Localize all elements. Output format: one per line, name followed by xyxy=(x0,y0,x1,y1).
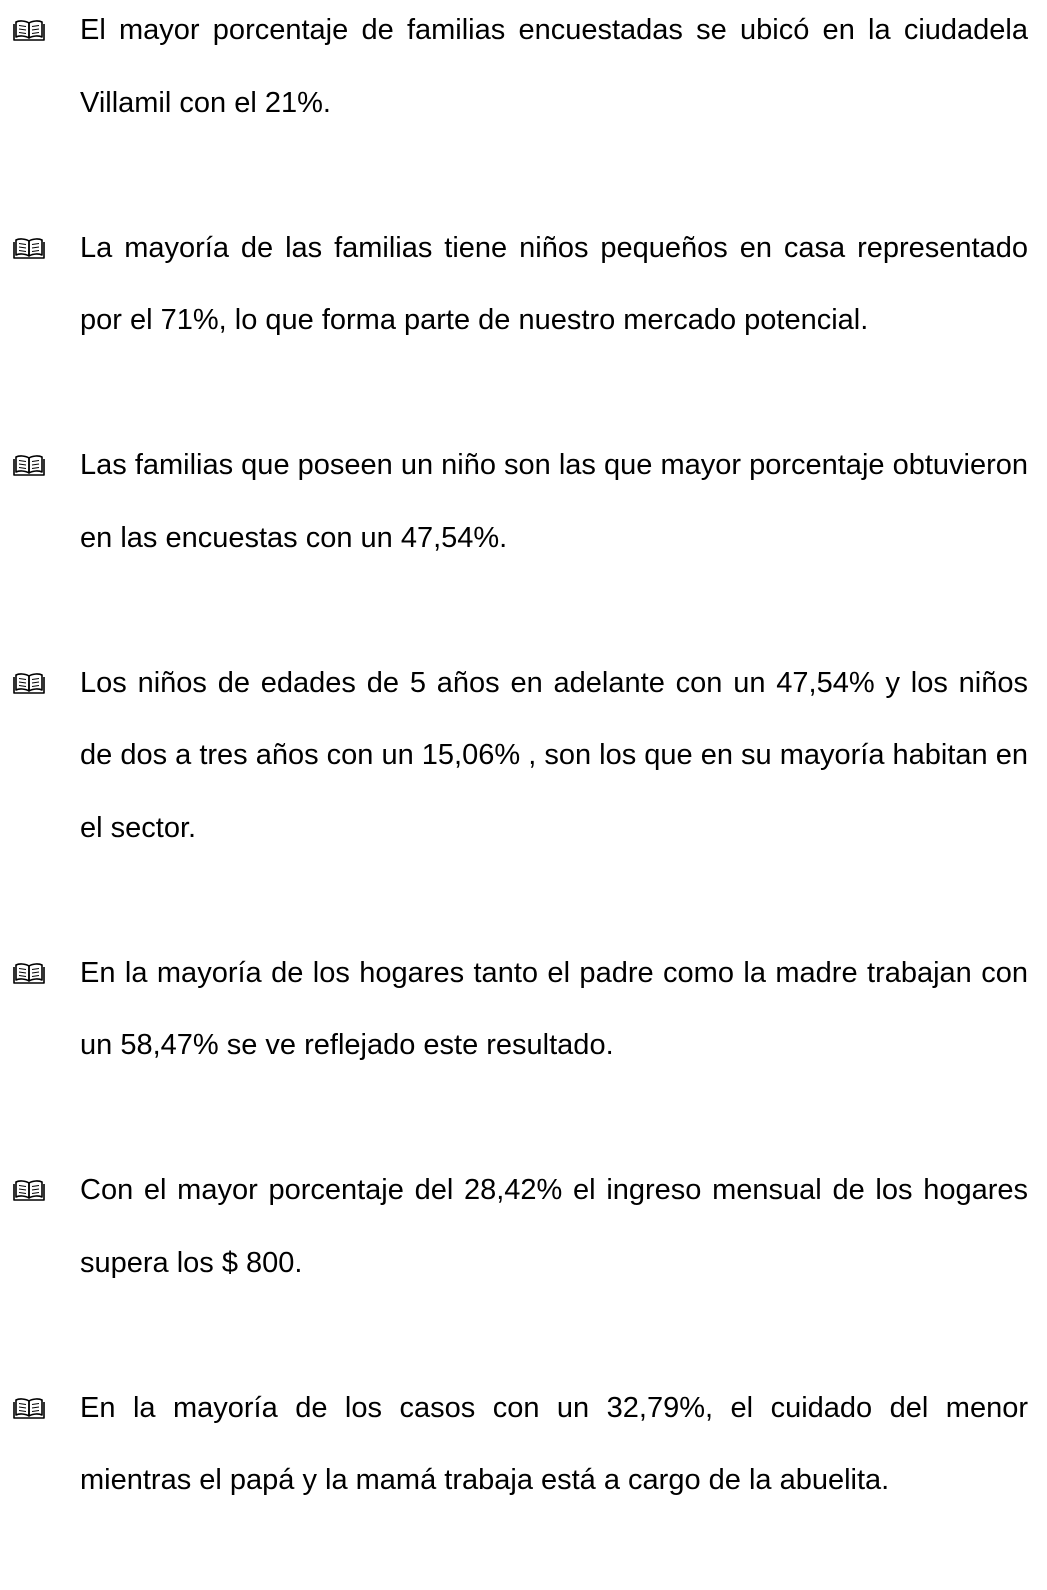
book-icon xyxy=(13,237,45,259)
bullet-text: Los niños de edades de 5 años en adelant… xyxy=(80,666,1028,844)
bullet-text: En la mayoría de los casos con un 32,79%… xyxy=(80,1391,1028,1497)
book-icon xyxy=(13,1397,45,1419)
bullet-item: En la mayoría de los casos con un 32,79%… xyxy=(0,1372,1047,1517)
book-icon xyxy=(13,1180,45,1201)
bullet-item: La mayoría de las familias tiene niños p… xyxy=(0,212,1047,357)
book-icon xyxy=(13,20,45,41)
book-icon xyxy=(13,455,45,476)
bullet-text: En la mayoría de los hogares tanto el pa… xyxy=(80,956,1028,1062)
bullet-text: El mayor porcentaje de familias encuesta… xyxy=(80,14,1028,119)
bullet-text: Las familias que poseen un niño son las … xyxy=(80,449,1028,554)
bullet-item: Con el mayor porcentaje del 28,42% el in… xyxy=(0,1154,1047,1299)
book-icon xyxy=(13,672,45,694)
bullet-item: Las familias que poseen un niño son las … xyxy=(0,429,1047,574)
book-icon xyxy=(13,962,45,984)
bullet-text: Con el mayor porcentaje del 28,42% el in… xyxy=(80,1174,1028,1279)
bullet-item: En la mayoría de los hogares tanto el pa… xyxy=(0,937,1047,1082)
bullet-item: Los niños de edades de 5 años en adelant… xyxy=(0,647,1047,865)
bullet-item: El mayor porcentaje de familias encuesta… xyxy=(0,0,1047,139)
bullet-text: La mayoría de las familias tiene niños p… xyxy=(80,231,1028,337)
